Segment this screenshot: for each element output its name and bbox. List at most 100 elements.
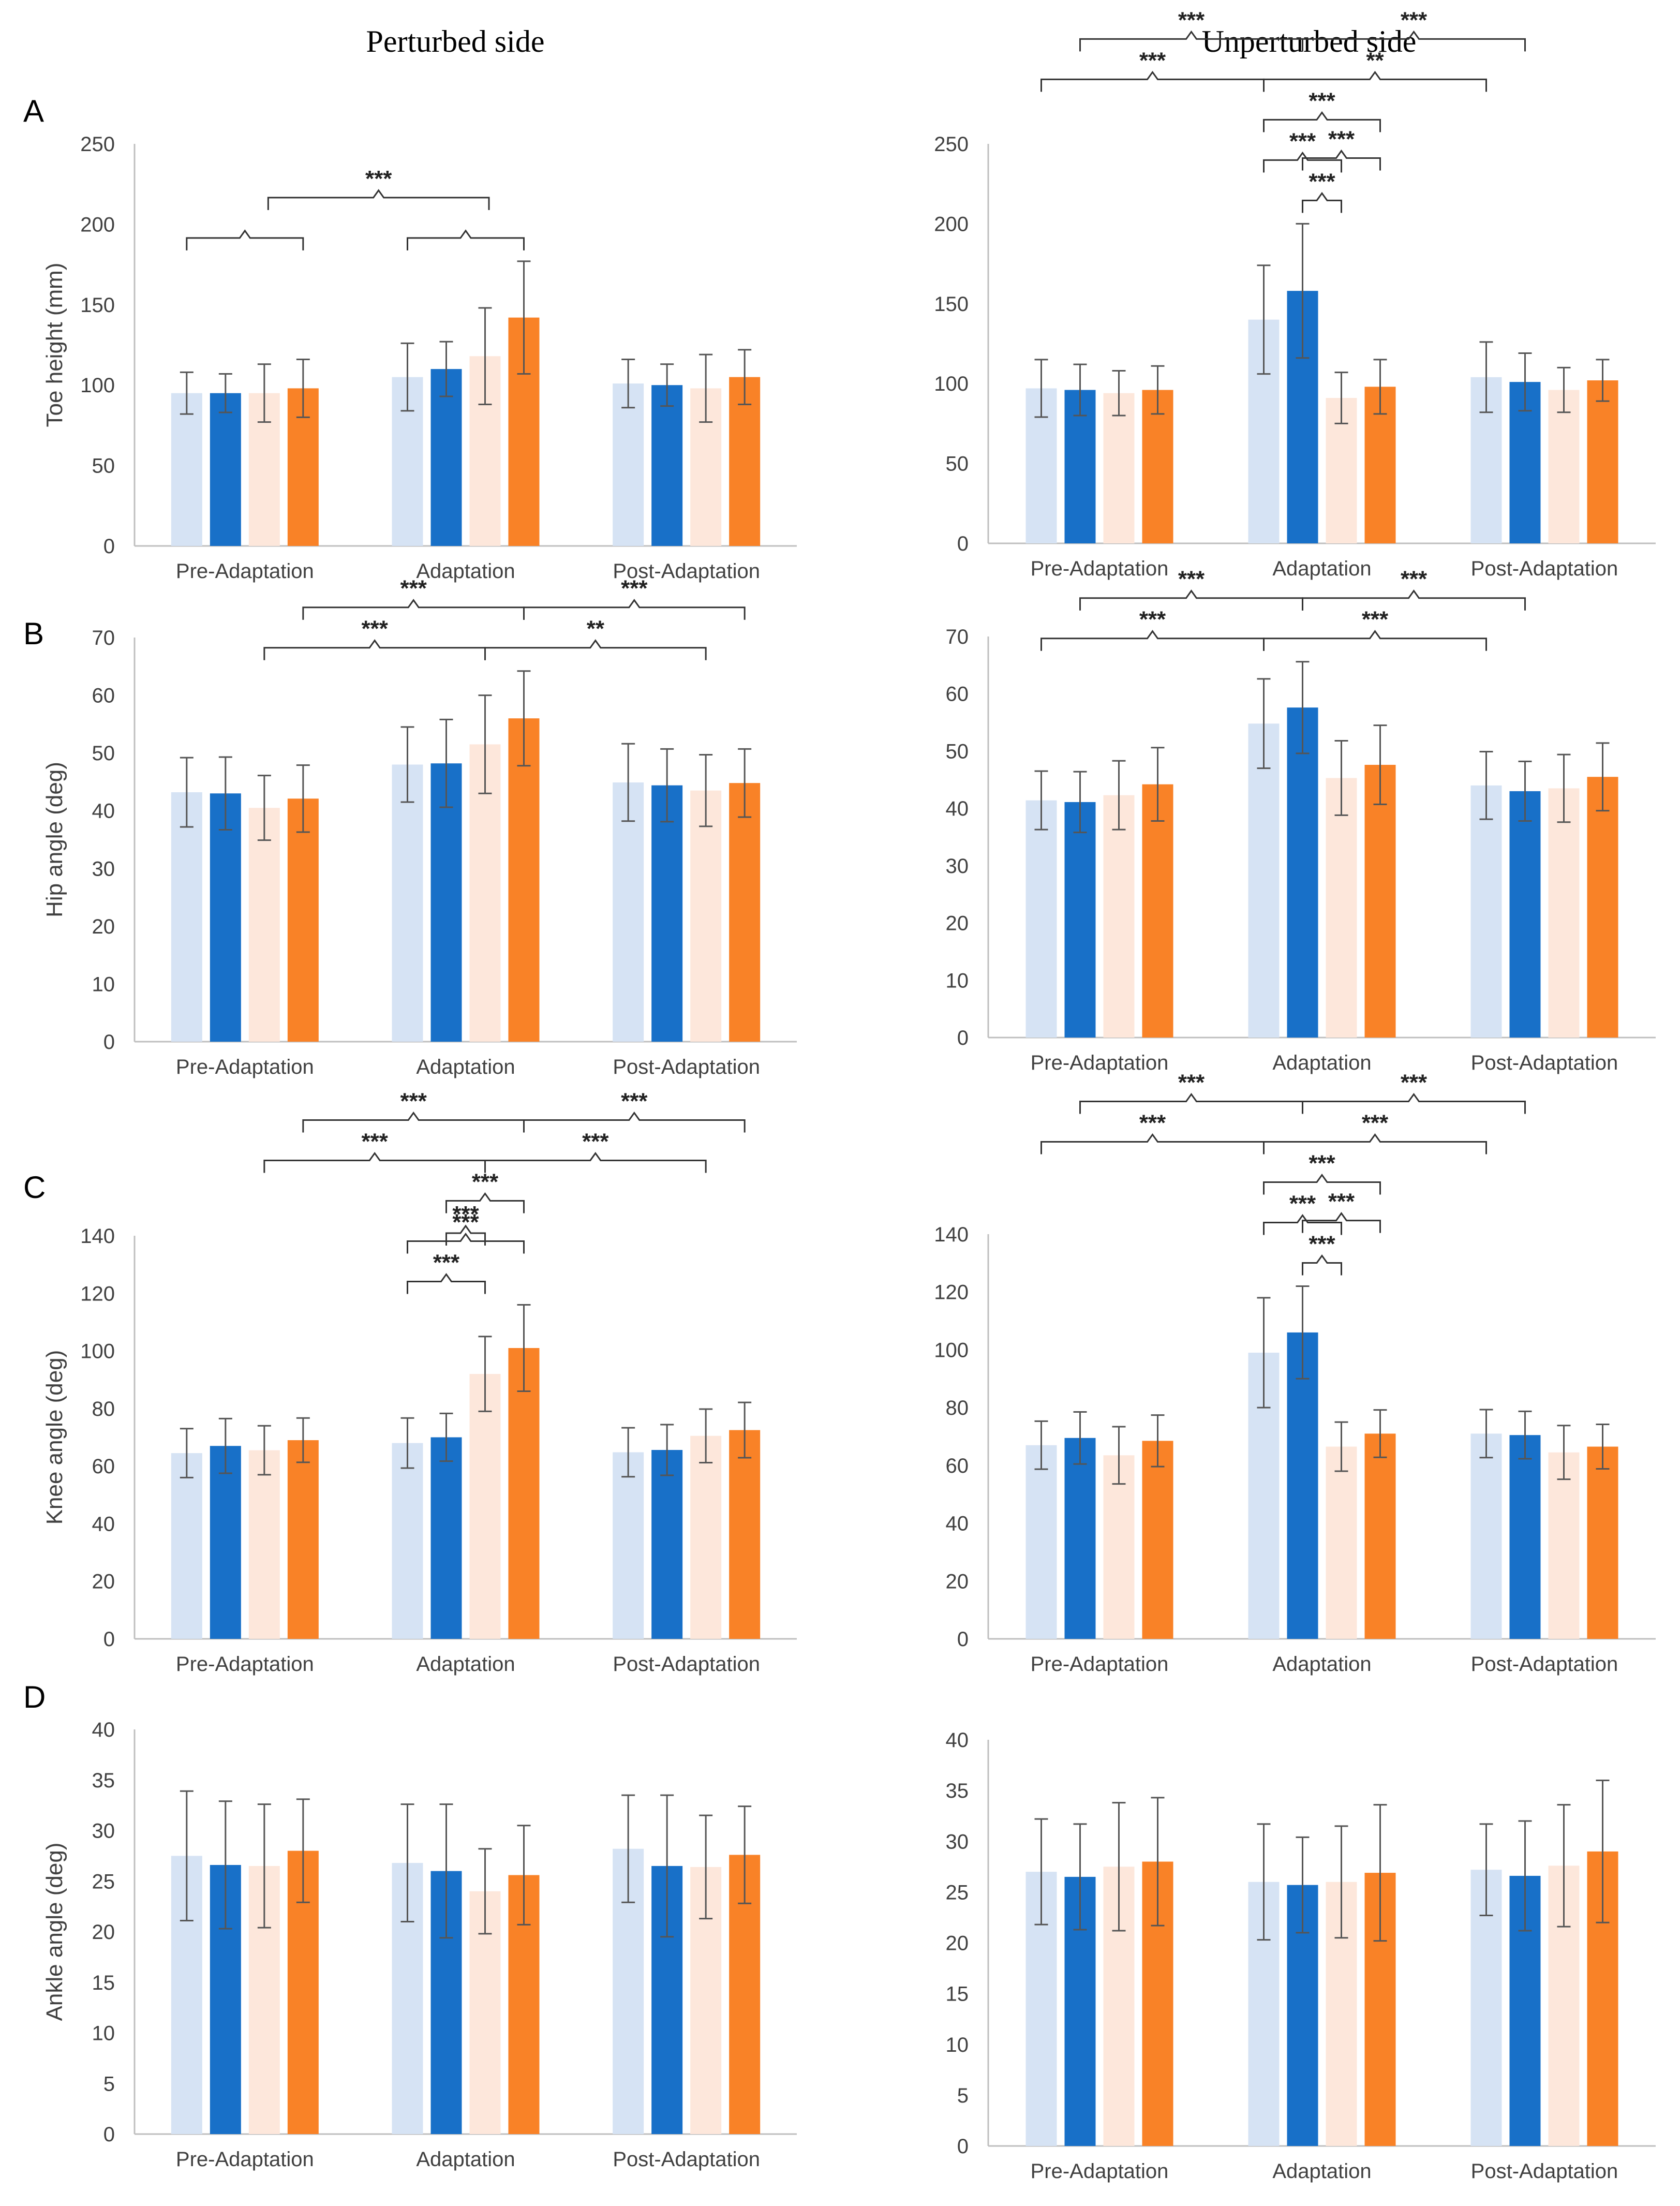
significance-label: **: [587, 616, 605, 642]
y-tick-label: 25: [92, 1870, 115, 1893]
bar: [729, 783, 761, 1042]
y-tick-label: 100: [934, 1339, 969, 1361]
significance-bracket: [484, 1151, 707, 1173]
significance-bracket: [302, 599, 525, 620]
significance-bracket: [1079, 589, 1303, 611]
significance-bracket: [302, 1111, 525, 1133]
bar: [1548, 788, 1580, 1038]
x-category-label: Post-Adaptation: [613, 1653, 760, 1676]
bar: [690, 790, 722, 1042]
significance-bracket: [484, 639, 707, 660]
x-category-label: Pre-Adaptation: [1031, 2160, 1169, 2183]
bar: [508, 1348, 540, 1639]
y-tick-label: 20: [92, 1921, 115, 1944]
significance-label: ***: [1139, 1111, 1166, 1136]
bar: [1142, 390, 1173, 543]
bar: [1287, 707, 1318, 1038]
significance-bracket: [1263, 1173, 1381, 1195]
bar: [1064, 1438, 1096, 1639]
y-tick-label: 140: [80, 1225, 115, 1248]
y-axis-label: Ankle angle (deg): [42, 1843, 67, 2021]
bar: [729, 377, 761, 546]
significance-bracket: [186, 229, 304, 250]
significance-bracket: [263, 639, 486, 660]
y-tick-label: 250: [934, 133, 969, 156]
significance-label: ***: [400, 1089, 427, 1114]
y-tick-label: 60: [92, 685, 115, 707]
bar: [613, 383, 644, 546]
bar: [1470, 785, 1502, 1038]
chart-panel-d-unperturbed: 0 5 10 15 20 25 30 35 40 Pre-Adaptation Adaptation…: [946, 1729, 1656, 2183]
bar: [1326, 778, 1357, 1038]
significance-label: ***: [361, 1129, 388, 1154]
bar: [651, 1449, 683, 1639]
y-tick-label: 80: [92, 1398, 115, 1420]
significance-label: **: [1366, 48, 1384, 73]
x-category-label: Pre-Adaptation: [176, 1653, 314, 1676]
y-tick-label: 80: [946, 1397, 969, 1419]
row-letter-d: D: [23, 1680, 46, 1714]
significance-bracket: [407, 1272, 486, 1294]
bar: [1025, 1445, 1057, 1639]
y-tick-label: 30: [946, 855, 969, 878]
y-tick-label: 20: [92, 915, 115, 938]
significance-label: ***: [1401, 567, 1428, 592]
chart-panel-c-unperturbed: 0 20 40 60 80 100 120 140 Pre-Adaptation Adaptati…: [934, 1070, 1656, 1676]
y-tick-label: 10: [946, 2034, 969, 2056]
y-tick-label: 70: [92, 627, 115, 649]
bar: [248, 1450, 280, 1639]
y-tick-label: 100: [80, 374, 115, 397]
significance-label: ***: [1309, 1232, 1335, 1257]
significance-bracket: [445, 1224, 486, 1246]
y-tick-label: 40: [946, 797, 969, 820]
significance-bracket: [523, 1111, 746, 1133]
significance-bracket: [263, 1151, 486, 1173]
y-tick-label: 20: [946, 1932, 969, 1955]
y-tick-label: 5: [103, 2072, 115, 2095]
x-category-label: Post-Adaptation: [613, 1056, 760, 1078]
significance-label: ***: [1139, 48, 1166, 73]
significance-bracket: [1302, 191, 1342, 213]
y-tick-label: 120: [934, 1281, 969, 1304]
bar: [1248, 723, 1280, 1038]
bar: [171, 393, 202, 546]
row-letter-c: C: [23, 1170, 46, 1205]
significance-bracket: [1263, 1213, 1342, 1235]
y-tick-label: 60: [946, 683, 969, 706]
bar: [1142, 784, 1173, 1038]
significance-label: ***: [1289, 1191, 1316, 1217]
significance-bracket: [1302, 589, 1526, 611]
bar: [1103, 1455, 1135, 1639]
significance-label: ***: [1309, 1151, 1335, 1176]
significance-bracket: [1040, 70, 1265, 92]
x-category-label: Adaptation: [1272, 1653, 1371, 1676]
bar: [210, 793, 241, 1042]
y-tick-label: 30: [946, 1830, 969, 1853]
x-category-label: Post-Adaptation: [613, 560, 760, 583]
bar: [430, 763, 462, 1042]
y-tick-label: 0: [957, 1027, 969, 1049]
significance-bracket: [445, 1192, 525, 1213]
significance-bracket: [1302, 1092, 1526, 1114]
row-letter-a: A: [23, 94, 44, 128]
bar: [508, 718, 540, 1042]
bar: [248, 808, 280, 1042]
y-tick-label: 50: [946, 740, 969, 763]
significance-bracket: [1079, 1092, 1303, 1114]
y-tick-label: 100: [80, 1340, 115, 1363]
y-tick-label: 40: [946, 1729, 969, 1752]
y-axis-label: Toe height (mm): [42, 263, 67, 427]
bar: [651, 385, 683, 546]
significance-bracket: [1302, 149, 1381, 171]
y-tick-label: 10: [92, 973, 115, 996]
y-tick-label: 10: [92, 2022, 115, 2045]
bar: [1142, 1441, 1173, 1639]
bar: [392, 764, 423, 1042]
significance-bracket: [1040, 1133, 1265, 1154]
significance-bracket: [407, 1232, 525, 1254]
bar: [287, 1440, 319, 1639]
bar: [690, 1435, 722, 1639]
bar: [729, 1430, 761, 1639]
y-tick-label: 30: [92, 1820, 115, 1843]
x-category-label: Pre-Adaptation: [176, 560, 314, 583]
